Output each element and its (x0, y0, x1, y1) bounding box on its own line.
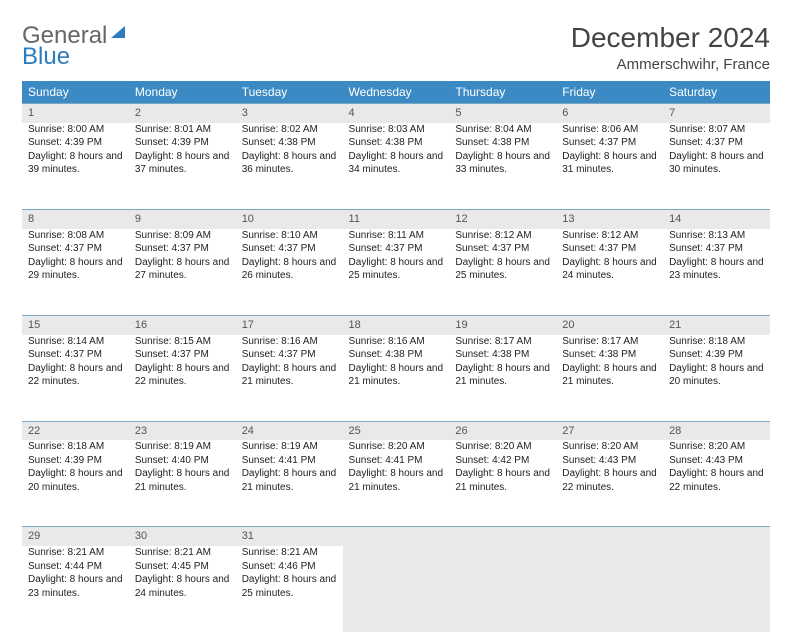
day-body-cell (556, 546, 663, 632)
weekday-header: Wednesday (343, 81, 450, 104)
day-number-cell: 17 (236, 315, 343, 334)
day-number-cell: 3 (236, 104, 343, 123)
day-number-cell: 19 (449, 315, 556, 334)
day-body-cell: Sunrise: 8:02 AMSunset: 4:38 PMDaylight:… (236, 123, 343, 210)
day-number-cell: 2 (129, 104, 236, 123)
day-number-cell: 20 (556, 315, 663, 334)
day-number-row: 891011121314 (22, 209, 770, 228)
day-number-cell (556, 527, 663, 546)
day-number-cell: 7 (663, 104, 770, 123)
day-number-cell: 8 (22, 209, 129, 228)
day-number-cell: 1 (22, 104, 129, 123)
day-body-cell (663, 546, 770, 632)
day-number-cell: 13 (556, 209, 663, 228)
day-body-cell: Sunrise: 8:21 AMSunset: 4:46 PMDaylight:… (236, 546, 343, 632)
calendar-table: SundayMondayTuesdayWednesdayThursdayFrid… (22, 81, 770, 632)
day-body-row: Sunrise: 8:14 AMSunset: 4:37 PMDaylight:… (22, 335, 770, 422)
day-body-cell: Sunrise: 8:14 AMSunset: 4:37 PMDaylight:… (22, 335, 129, 422)
day-body-cell: Sunrise: 8:20 AMSunset: 4:41 PMDaylight:… (343, 440, 450, 527)
day-body-cell: Sunrise: 8:12 AMSunset: 4:37 PMDaylight:… (449, 229, 556, 316)
day-number-cell (343, 527, 450, 546)
day-number-cell: 28 (663, 421, 770, 440)
day-number-cell: 18 (343, 315, 450, 334)
day-number-cell: 21 (663, 315, 770, 334)
day-number-cell: 16 (129, 315, 236, 334)
weekday-header: Friday (556, 81, 663, 104)
day-body-cell: Sunrise: 8:18 AMSunset: 4:39 PMDaylight:… (22, 440, 129, 527)
logo-text-blue: Blue (22, 43, 770, 71)
day-body-cell: Sunrise: 8:08 AMSunset: 4:37 PMDaylight:… (22, 229, 129, 316)
day-body-cell: Sunrise: 8:09 AMSunset: 4:37 PMDaylight:… (129, 229, 236, 316)
day-body-cell: Sunrise: 8:20 AMSunset: 4:42 PMDaylight:… (449, 440, 556, 527)
day-body-cell: Sunrise: 8:16 AMSunset: 4:38 PMDaylight:… (343, 335, 450, 422)
day-number-cell: 22 (22, 421, 129, 440)
day-body-cell: Sunrise: 8:20 AMSunset: 4:43 PMDaylight:… (556, 440, 663, 527)
day-number-cell: 27 (556, 421, 663, 440)
day-number-cell: 10 (236, 209, 343, 228)
day-body-cell: Sunrise: 8:01 AMSunset: 4:39 PMDaylight:… (129, 123, 236, 210)
day-body-cell: Sunrise: 8:07 AMSunset: 4:37 PMDaylight:… (663, 123, 770, 210)
logo-icon (111, 26, 125, 38)
day-body-cell: Sunrise: 8:19 AMSunset: 4:40 PMDaylight:… (129, 440, 236, 527)
weekday-header: Tuesday (236, 81, 343, 104)
day-body-cell: Sunrise: 8:15 AMSunset: 4:37 PMDaylight:… (129, 335, 236, 422)
day-number-cell (663, 527, 770, 546)
day-body-row: Sunrise: 8:08 AMSunset: 4:37 PMDaylight:… (22, 229, 770, 316)
day-body-cell: Sunrise: 8:17 AMSunset: 4:38 PMDaylight:… (449, 335, 556, 422)
day-body-cell: Sunrise: 8:04 AMSunset: 4:38 PMDaylight:… (449, 123, 556, 210)
day-number-cell: 25 (343, 421, 450, 440)
day-number-row: 1234567 (22, 104, 770, 123)
day-body-cell: Sunrise: 8:00 AMSunset: 4:39 PMDaylight:… (22, 123, 129, 210)
day-number-cell: 26 (449, 421, 556, 440)
day-body-cell: Sunrise: 8:16 AMSunset: 4:37 PMDaylight:… (236, 335, 343, 422)
day-number-cell: 23 (129, 421, 236, 440)
day-number-cell: 6 (556, 104, 663, 123)
day-body-row: Sunrise: 8:00 AMSunset: 4:39 PMDaylight:… (22, 123, 770, 210)
day-body-cell: Sunrise: 8:21 AMSunset: 4:45 PMDaylight:… (129, 546, 236, 632)
weekday-header: Saturday (663, 81, 770, 104)
day-body-row: Sunrise: 8:21 AMSunset: 4:44 PMDaylight:… (22, 546, 770, 632)
day-number-cell: 29 (22, 527, 129, 546)
day-body-cell: Sunrise: 8:17 AMSunset: 4:38 PMDaylight:… (556, 335, 663, 422)
day-number-row: 293031 (22, 527, 770, 546)
day-body-cell: Sunrise: 8:03 AMSunset: 4:38 PMDaylight:… (343, 123, 450, 210)
day-number-cell: 9 (129, 209, 236, 228)
day-body-cell (449, 546, 556, 632)
weekday-header: Sunday (22, 81, 129, 104)
day-body-cell: Sunrise: 8:20 AMSunset: 4:43 PMDaylight:… (663, 440, 770, 527)
day-body-cell: Sunrise: 8:19 AMSunset: 4:41 PMDaylight:… (236, 440, 343, 527)
day-number-cell: 31 (236, 527, 343, 546)
day-body-cell: Sunrise: 8:11 AMSunset: 4:37 PMDaylight:… (343, 229, 450, 316)
day-body-cell: Sunrise: 8:06 AMSunset: 4:37 PMDaylight:… (556, 123, 663, 210)
day-number-cell: 30 (129, 527, 236, 546)
day-number-cell: 12 (449, 209, 556, 228)
day-number-cell: 24 (236, 421, 343, 440)
day-body-cell (343, 546, 450, 632)
day-number-cell: 15 (22, 315, 129, 334)
weekday-header-row: SundayMondayTuesdayWednesdayThursdayFrid… (22, 81, 770, 104)
day-number-cell: 11 (343, 209, 450, 228)
day-body-row: Sunrise: 8:18 AMSunset: 4:39 PMDaylight:… (22, 440, 770, 527)
day-number-cell: 4 (343, 104, 450, 123)
weekday-header: Thursday (449, 81, 556, 104)
day-number-cell: 14 (663, 209, 770, 228)
day-number-cell (449, 527, 556, 546)
day-number-row: 22232425262728 (22, 421, 770, 440)
weekday-header: Monday (129, 81, 236, 104)
day-body-cell: Sunrise: 8:10 AMSunset: 4:37 PMDaylight:… (236, 229, 343, 316)
day-number-row: 15161718192021 (22, 315, 770, 334)
day-body-cell: Sunrise: 8:12 AMSunset: 4:37 PMDaylight:… (556, 229, 663, 316)
day-number-cell: 5 (449, 104, 556, 123)
day-body-cell: Sunrise: 8:13 AMSunset: 4:37 PMDaylight:… (663, 229, 770, 316)
day-body-cell: Sunrise: 8:21 AMSunset: 4:44 PMDaylight:… (22, 546, 129, 632)
day-body-cell: Sunrise: 8:18 AMSunset: 4:39 PMDaylight:… (663, 335, 770, 422)
